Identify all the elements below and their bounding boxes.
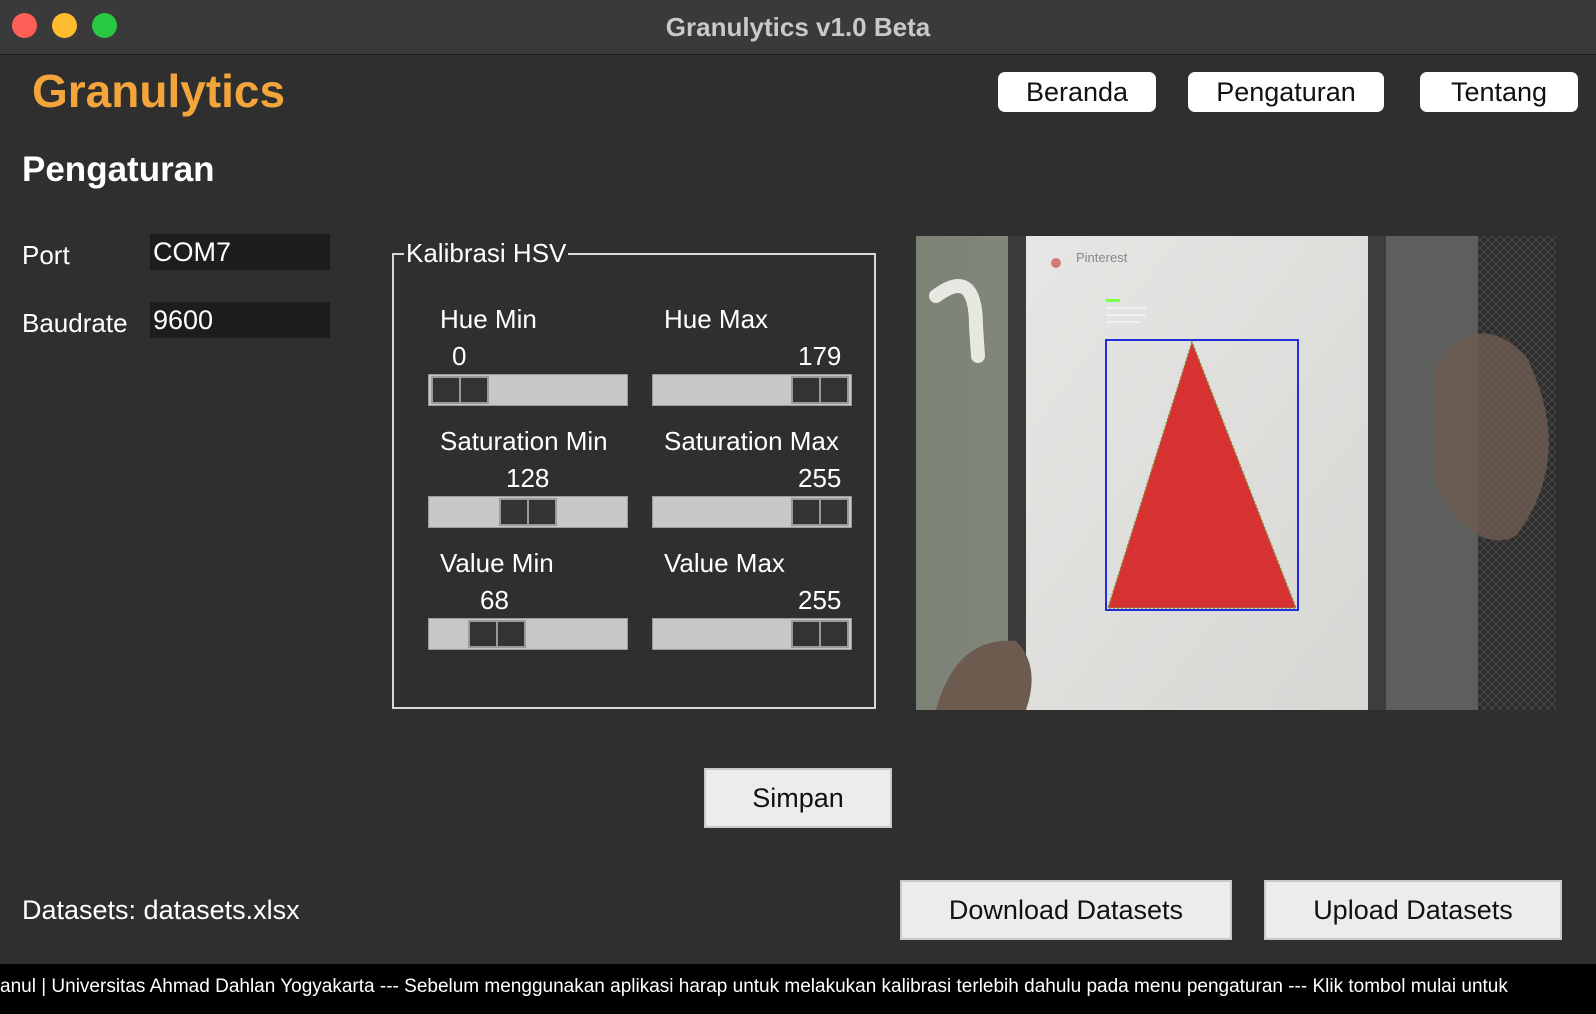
port-field[interactable]: COM7	[150, 234, 330, 270]
hue-min-slider[interactable]	[428, 374, 628, 406]
saturation-min-value: 128	[506, 463, 550, 493]
datasets-filename: Datasets: datasets.xlsx	[22, 895, 300, 925]
hue-min-value: 0	[452, 341, 467, 371]
hsv-calibration-group	[392, 253, 876, 709]
value-max-slider[interactable]	[652, 618, 852, 650]
hsv-calibration-title: Kalibrasi HSV	[404, 238, 569, 269]
port-label: Port	[22, 240, 70, 270]
saturation-max-slider[interactable]	[652, 496, 852, 528]
hue-max-value: 179	[798, 341, 842, 371]
camera-overlay-text: Pinterest	[1076, 250, 1128, 265]
nav-pengaturan-button[interactable]: Pengaturan	[1188, 72, 1384, 112]
baudrate-field[interactable]: 9600	[150, 302, 330, 338]
download-datasets-button[interactable]: Download Datasets	[900, 880, 1232, 940]
value-max-value: 255	[798, 585, 842, 615]
value-max-slider-thumb[interactable]	[791, 620, 849, 648]
app-brand: Granulytics	[32, 65, 286, 117]
saturation-min-slider[interactable]	[428, 496, 628, 528]
baudrate-label: Baudrate	[22, 308, 128, 338]
saturation-max-label: Saturation Max	[664, 426, 839, 456]
camera-preview: Pinterest	[916, 236, 1556, 710]
page-title: Pengaturan	[22, 150, 215, 189]
hue-min-slider-thumb[interactable]	[431, 376, 489, 404]
value-min-value: 68	[480, 585, 509, 615]
camera-frame-image: Pinterest	[916, 236, 1556, 710]
saturation-min-slider-thumb[interactable]	[499, 498, 557, 526]
title-bar: Granulytics v1.0 Beta	[0, 0, 1596, 55]
value-min-slider-thumb[interactable]	[467, 620, 526, 648]
saturation-max-slider-thumb[interactable]	[791, 498, 849, 526]
hue-min-label: Hue Min	[440, 304, 537, 334]
nav-beranda-button[interactable]: Beranda	[998, 72, 1156, 112]
close-window-button[interactable]	[12, 13, 37, 38]
save-button[interactable]: Simpan	[704, 768, 892, 828]
zoom-window-button[interactable]	[92, 13, 117, 38]
hue-max-slider[interactable]	[652, 374, 852, 406]
value-min-slider[interactable]	[428, 618, 628, 650]
hue-max-label: Hue Max	[664, 304, 769, 334]
ticker-text: anul | Universitas Ahmad Dahlan Yogyakar…	[0, 976, 1508, 997]
upload-datasets-button[interactable]: Upload Datasets	[1264, 880, 1562, 940]
nav-tentang-button[interactable]: Tentang	[1420, 72, 1578, 112]
minimize-window-button[interactable]	[52, 13, 77, 38]
window-title: Granulytics v1.0 Beta	[665, 12, 931, 42]
status-ticker: anul | Universitas Ahmad Dahlan Yogyakar…	[0, 964, 1596, 1014]
saturation-max-value: 255	[798, 463, 842, 493]
saturation-min-label: Saturation Min	[440, 426, 608, 456]
value-max-label: Value Max	[664, 548, 785, 578]
value-min-label: Value Min	[440, 548, 554, 578]
hue-max-slider-thumb[interactable]	[791, 376, 849, 404]
